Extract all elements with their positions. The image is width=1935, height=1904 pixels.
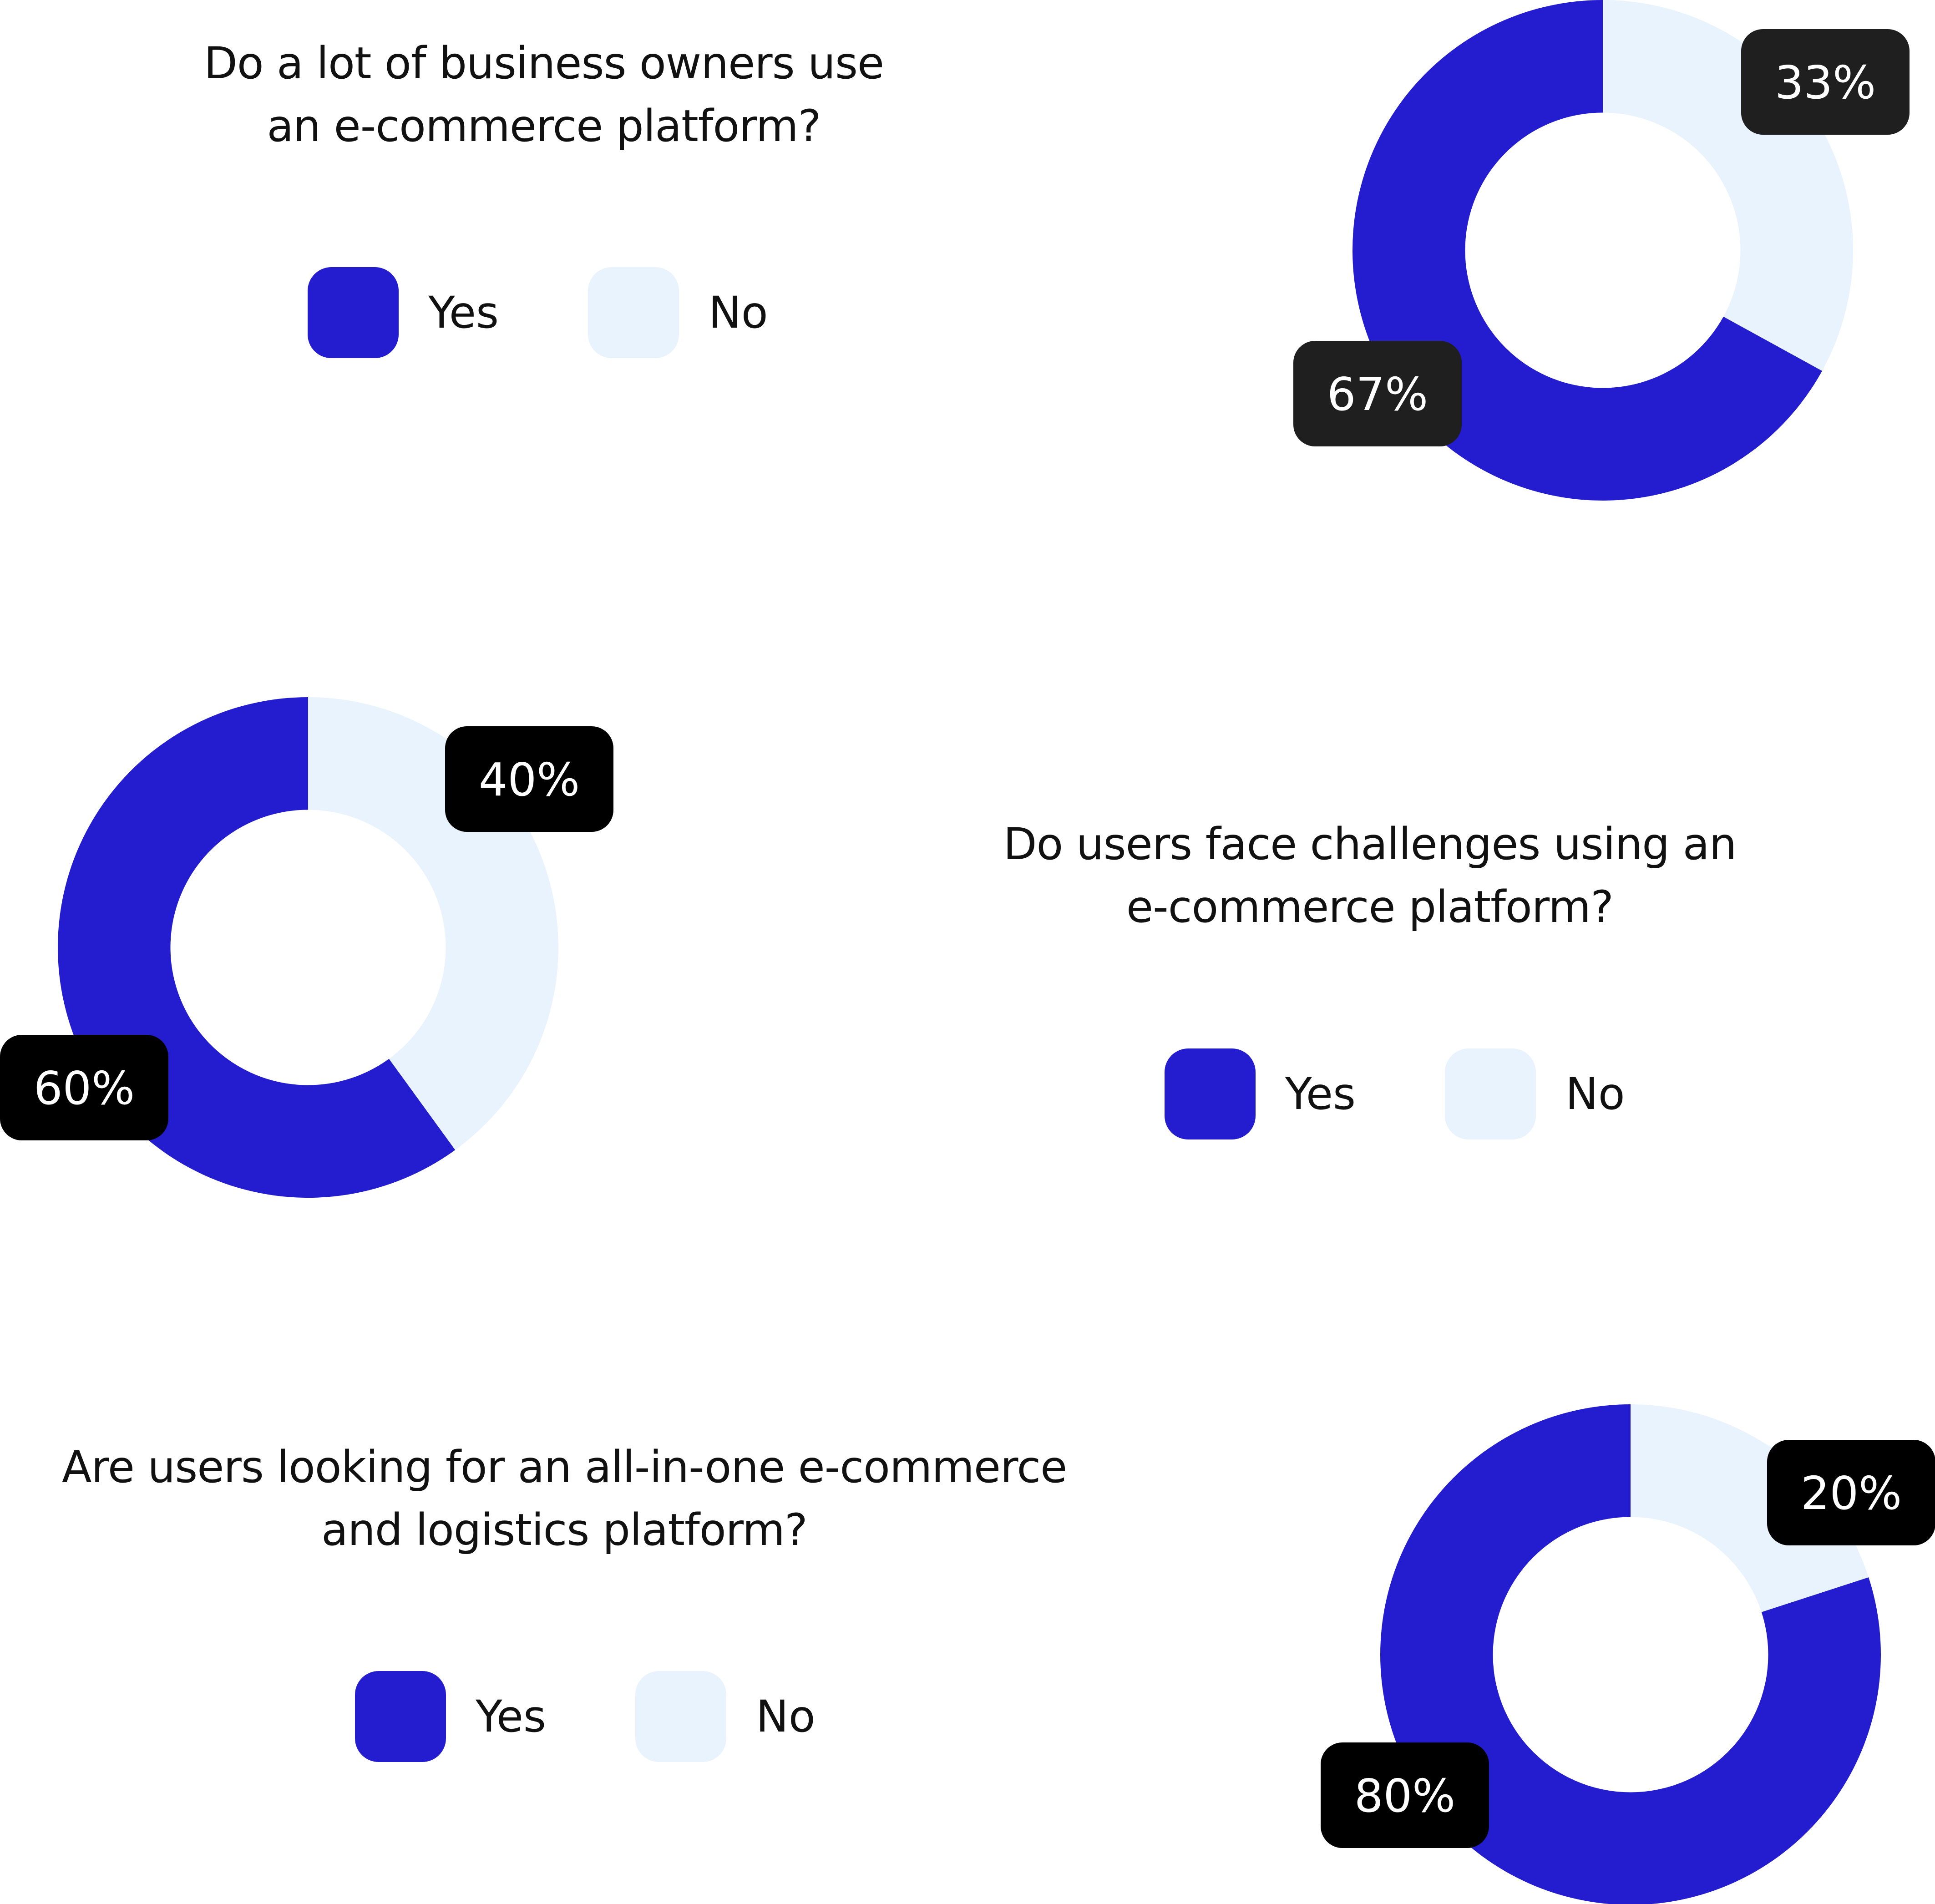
chart-2-title: Do users face challenges using an e-comm… [824,813,1916,938]
legend-swatch-yes [308,267,399,358]
data-label-no: 40% [445,726,613,832]
chart-3-title: Are users looking for an all-in-one e-co… [18,1436,1110,1561]
legend-swatch-no [1445,1048,1536,1139]
legend-label-no: No [709,287,768,338]
chart-1-title: Do a lot of business owners use an e-com… [0,32,1090,157]
chart-2-title-line-2: e-commerce platform? [1126,881,1614,932]
chart-1-title-line-2: an e-commerce platform? [267,101,821,152]
chart-2-legend: Yes No [1165,1048,1665,1139]
chart-3-title-line-2: and logistics platform? [321,1504,808,1555]
legend-swatch-yes [355,1671,446,1762]
data-label-yes: 67% [1293,341,1462,446]
data-label-yes-bg [0,1035,168,1140]
legend-label-yes: Yes [476,1691,546,1742]
slice-no [1631,1404,1869,1612]
data-label-yes: 60% [0,1035,168,1140]
chart-1-legend: Yes No [308,267,808,358]
legend-swatch-no [588,267,679,358]
data-label-no-text: 40% [479,753,580,806]
legend-swatch-yes [1165,1048,1256,1139]
data-label-no-bg [445,726,613,832]
data-label-no-text: 33% [1775,56,1876,109]
legend-label-yes: Yes [428,287,499,338]
data-label-no-bg [1741,29,1910,135]
legend-label-no: No [756,1691,816,1742]
data-label-no: 33% [1741,29,1910,135]
slice-yes [1380,1404,1881,1904]
data-label-yes-text: 80% [1354,1769,1455,1823]
data-label-no-text: 20% [1801,1467,1902,1520]
data-label-yes-text: 60% [34,1062,135,1115]
slice-yes [1352,0,1822,501]
data-label-yes-text: 67% [1327,368,1428,421]
data-label-yes-bg [1293,341,1462,446]
chart-3-title-line-1: Are users looking for an all-in-one e-co… [61,1442,1067,1493]
data-label-yes-bg [1321,1742,1489,1848]
data-label-yes: 80% [1321,1742,1489,1848]
data-label-no-bg [1767,1440,1935,1545]
chart-2-title-line-1: Do users face challenges using an [1003,819,1737,870]
legend-label-no: No [1565,1068,1625,1119]
legend-swatch-no [635,1671,726,1762]
chart-3-legend: Yes No [355,1671,856,1762]
legend-label-yes: Yes [1285,1068,1356,1119]
data-label-no: 20% [1767,1440,1935,1545]
chart-1-title-line-1: Do a lot of business owners use [203,38,884,89]
